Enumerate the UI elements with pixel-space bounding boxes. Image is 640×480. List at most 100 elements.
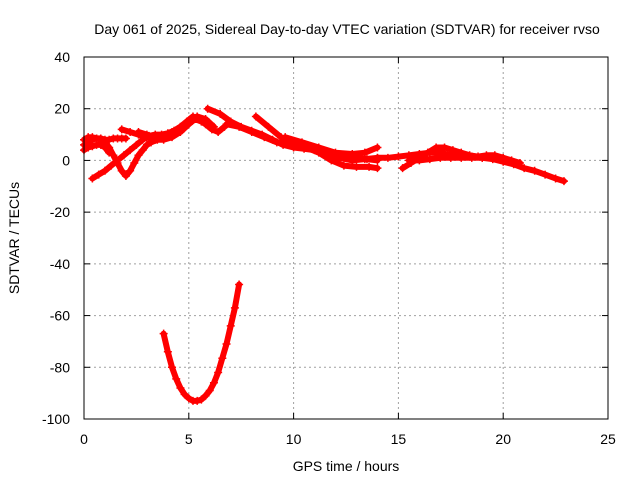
data-point — [121, 134, 130, 143]
data-point — [348, 149, 357, 158]
data-point — [226, 321, 235, 330]
data-point — [415, 156, 424, 165]
data-point — [209, 122, 218, 131]
data-point — [499, 153, 508, 162]
x-tick-label: 25 — [600, 431, 616, 447]
series-arc-g — [159, 280, 244, 405]
data-point — [247, 127, 256, 136]
data-point — [209, 378, 218, 387]
data-point — [184, 394, 193, 403]
data-point — [184, 116, 193, 125]
axis-ticks: 0 5 10 15 20 25 -100 -80 -60 -40 -20 0 20 40 — [42, 49, 616, 447]
data-point — [117, 125, 126, 134]
data-point — [488, 153, 497, 162]
data-point — [327, 156, 336, 165]
data-point — [457, 153, 466, 162]
x-tick-label: 5 — [185, 431, 193, 447]
data-point — [222, 340, 231, 349]
data-point — [530, 166, 539, 175]
y-tick-label: -100 — [42, 411, 70, 427]
data-point — [117, 166, 126, 175]
data-point — [121, 171, 130, 180]
series-arc-k — [281, 133, 382, 158]
data-point — [373, 164, 382, 173]
y-tick-label: 40 — [54, 49, 70, 65]
data-point — [398, 164, 407, 173]
data-point — [373, 153, 382, 162]
data-point — [107, 161, 116, 170]
series-band — [135, 113, 217, 141]
data-point — [432, 143, 441, 152]
data-point — [222, 120, 231, 129]
data-point — [172, 374, 181, 383]
data-point — [448, 146, 457, 155]
data-point — [520, 164, 529, 173]
data-point — [251, 112, 260, 121]
data-point — [373, 143, 382, 152]
data-point — [159, 329, 168, 338]
data-point — [94, 170, 103, 179]
data-point — [132, 140, 141, 149]
data-point — [515, 159, 524, 168]
data-series — [80, 104, 568, 405]
data-point — [138, 146, 147, 155]
y-tick-label: -80 — [50, 359, 70, 375]
data-point — [216, 109, 225, 118]
chart-title: Day 061 of 2025, Sidereal Day-to-day VTE… — [94, 21, 600, 37]
data-point — [440, 143, 449, 152]
data-point — [331, 148, 340, 157]
data-point — [113, 156, 122, 165]
x-axis-label: GPS time / hours — [293, 458, 400, 474]
data-point — [260, 133, 269, 142]
y-tick-label: -40 — [50, 256, 70, 272]
data-point — [88, 174, 97, 183]
data-point — [92, 134, 101, 143]
data-point — [551, 174, 560, 183]
data-point — [467, 153, 476, 162]
y-axis-label: SDTVAR / TECUs — [6, 182, 22, 294]
data-point — [339, 161, 348, 170]
data-point — [193, 396, 202, 405]
data-point — [507, 156, 516, 165]
series-arc-f — [134, 112, 218, 142]
data-point — [272, 138, 281, 147]
data-point — [201, 391, 210, 400]
data-point — [100, 166, 109, 175]
data-point — [394, 152, 403, 161]
data-point — [235, 122, 244, 131]
data-point — [168, 127, 177, 136]
data-point — [383, 153, 392, 162]
data-point — [119, 151, 128, 160]
data-point — [134, 127, 143, 136]
data-point — [404, 156, 413, 165]
y-tick-label: 20 — [54, 101, 70, 117]
series-arc-n — [404, 153, 497, 165]
data-point — [201, 115, 210, 124]
data-point — [151, 133, 160, 142]
data-point — [126, 166, 135, 175]
data-point — [163, 347, 172, 356]
data-point — [203, 104, 212, 113]
data-point — [541, 170, 550, 179]
data-point — [176, 383, 185, 392]
data-point — [314, 143, 323, 152]
data-point — [360, 148, 369, 157]
data-point — [235, 280, 244, 289]
x-tick-label: 15 — [391, 431, 407, 447]
data-point — [218, 354, 227, 363]
data-point — [281, 133, 290, 142]
data-point — [297, 138, 306, 147]
plot-frame — [83, 56, 609, 420]
data-point — [88, 135, 97, 144]
data-point — [423, 148, 432, 157]
data-point — [365, 162, 374, 171]
data-point — [142, 130, 151, 139]
data-point — [425, 155, 434, 164]
data-point — [197, 395, 206, 404]
data-point — [96, 135, 105, 144]
data-point — [352, 162, 361, 171]
x-tick-label: 10 — [286, 431, 302, 447]
data-point — [126, 146, 135, 155]
